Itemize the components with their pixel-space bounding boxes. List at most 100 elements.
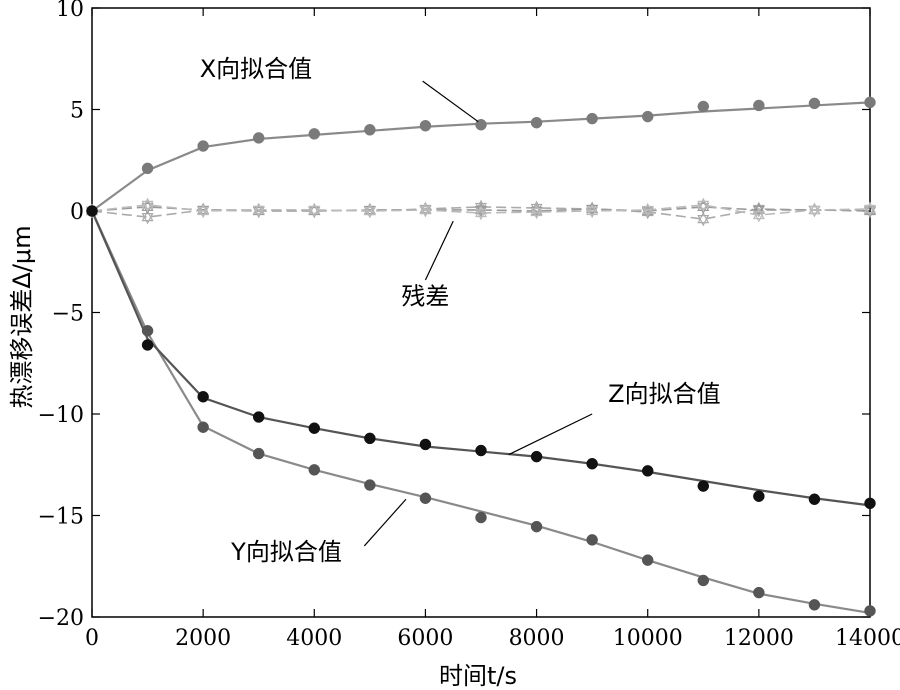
residual-marker — [530, 204, 543, 217]
data-point — [753, 99, 765, 112]
residual-marker — [586, 203, 599, 216]
residual-marker — [363, 206, 376, 219]
residual-marker — [697, 197, 710, 210]
residual-marker — [197, 203, 210, 216]
data-point — [697, 100, 710, 113]
residual-marker — [808, 202, 821, 215]
data-point — [753, 490, 765, 502]
fit-line — [91, 101, 871, 212]
data-point — [641, 110, 654, 123]
data-point — [141, 325, 154, 337]
residual-marker — [475, 205, 487, 218]
residual-marker — [864, 201, 876, 214]
residual-line — [91, 206, 871, 212]
annotation-leader — [422, 80, 479, 123]
annotation-label: Z向拟合值 — [608, 380, 720, 408]
data-point — [364, 432, 376, 445]
residual-marker — [697, 215, 710, 227]
x-tick-label: 10000 — [613, 626, 683, 651]
residual-marker — [697, 200, 710, 213]
data-point — [697, 480, 710, 492]
data-point — [197, 140, 209, 152]
residual-marker — [641, 205, 654, 218]
plot-frame — [91, 7, 871, 618]
data-point — [586, 112, 598, 125]
residual-marker — [808, 205, 821, 218]
data-point — [364, 479, 376, 491]
data-point — [308, 464, 321, 476]
annotation-leader — [424, 220, 454, 281]
residual-marker — [141, 209, 154, 222]
data-point — [197, 390, 209, 403]
data-point — [141, 162, 154, 175]
data-point — [753, 586, 765, 599]
annotation-label: 残差 — [401, 282, 449, 310]
data-point — [197, 421, 209, 433]
x-tick-label: 2000 — [175, 626, 231, 651]
x-tick-label: 12000 — [724, 626, 794, 651]
annotation-leader — [508, 413, 593, 456]
residual-marker — [864, 204, 876, 217]
residual-marker — [252, 202, 265, 215]
residual-marker — [752, 202, 765, 215]
data-point — [808, 599, 821, 611]
data-point — [308, 128, 321, 140]
residual-marker — [363, 203, 376, 216]
data-point — [864, 96, 876, 109]
annotation-leader — [363, 498, 407, 547]
residual-marker — [641, 202, 654, 215]
residual-marker — [419, 205, 432, 218]
residual-marker — [308, 205, 321, 218]
data-point — [697, 574, 710, 587]
data-point — [419, 492, 432, 504]
x-tick-label: 14000 — [835, 626, 900, 651]
residual-marker — [141, 200, 154, 213]
data-point — [141, 339, 154, 351]
y-tick-label: −10 — [38, 403, 84, 428]
y-tick-label: −20 — [38, 606, 84, 631]
residual-marker — [586, 206, 599, 219]
residual-marker — [752, 207, 765, 220]
residual-marker — [475, 199, 487, 212]
axes: 0 2000 4000 6000 8000 10000 12000 14000 10 5 0 −5 −1… — [38, 0, 900, 651]
data-point — [586, 457, 598, 470]
data-point — [808, 493, 821, 506]
residual-marker — [475, 202, 487, 215]
data-point — [419, 119, 432, 132]
residual-marker — [252, 205, 265, 218]
y-tick-label: 5 — [70, 99, 84, 124]
data-point — [808, 97, 821, 110]
annotation-label: X向拟合值 — [200, 55, 312, 83]
data-point — [252, 411, 265, 423]
data-point — [530, 520, 543, 533]
x-tick-label: 8000 — [509, 626, 565, 651]
data-point — [86, 205, 98, 217]
residual-marker — [475, 208, 487, 221]
residual-marker — [419, 202, 432, 215]
data-point — [641, 465, 654, 477]
residual-marker — [697, 211, 710, 224]
x-tick-label: 4000 — [286, 626, 342, 651]
data-point — [864, 497, 876, 510]
residual-marker — [141, 197, 154, 210]
data-point — [586, 534, 598, 546]
annotation-label: Y向拟合值 — [230, 538, 342, 566]
residual-marker — [308, 202, 321, 215]
y-tick-label: −5 — [52, 302, 84, 327]
data-point — [364, 124, 376, 136]
residual-line — [91, 204, 871, 216]
data-point — [530, 116, 543, 129]
y-tick-label: 0 — [70, 200, 84, 225]
series-group — [86, 96, 876, 617]
data-point — [252, 447, 265, 460]
data-point — [308, 422, 321, 434]
data-point — [475, 511, 487, 524]
data-point — [530, 450, 543, 463]
data-point — [419, 438, 432, 451]
y-axis-label: 热漂移误差Δ/μm — [8, 225, 36, 408]
y-tick-label: −15 — [38, 505, 84, 530]
y-tick-label: 10 — [56, 0, 84, 22]
fit-line — [90, 210, 871, 507]
